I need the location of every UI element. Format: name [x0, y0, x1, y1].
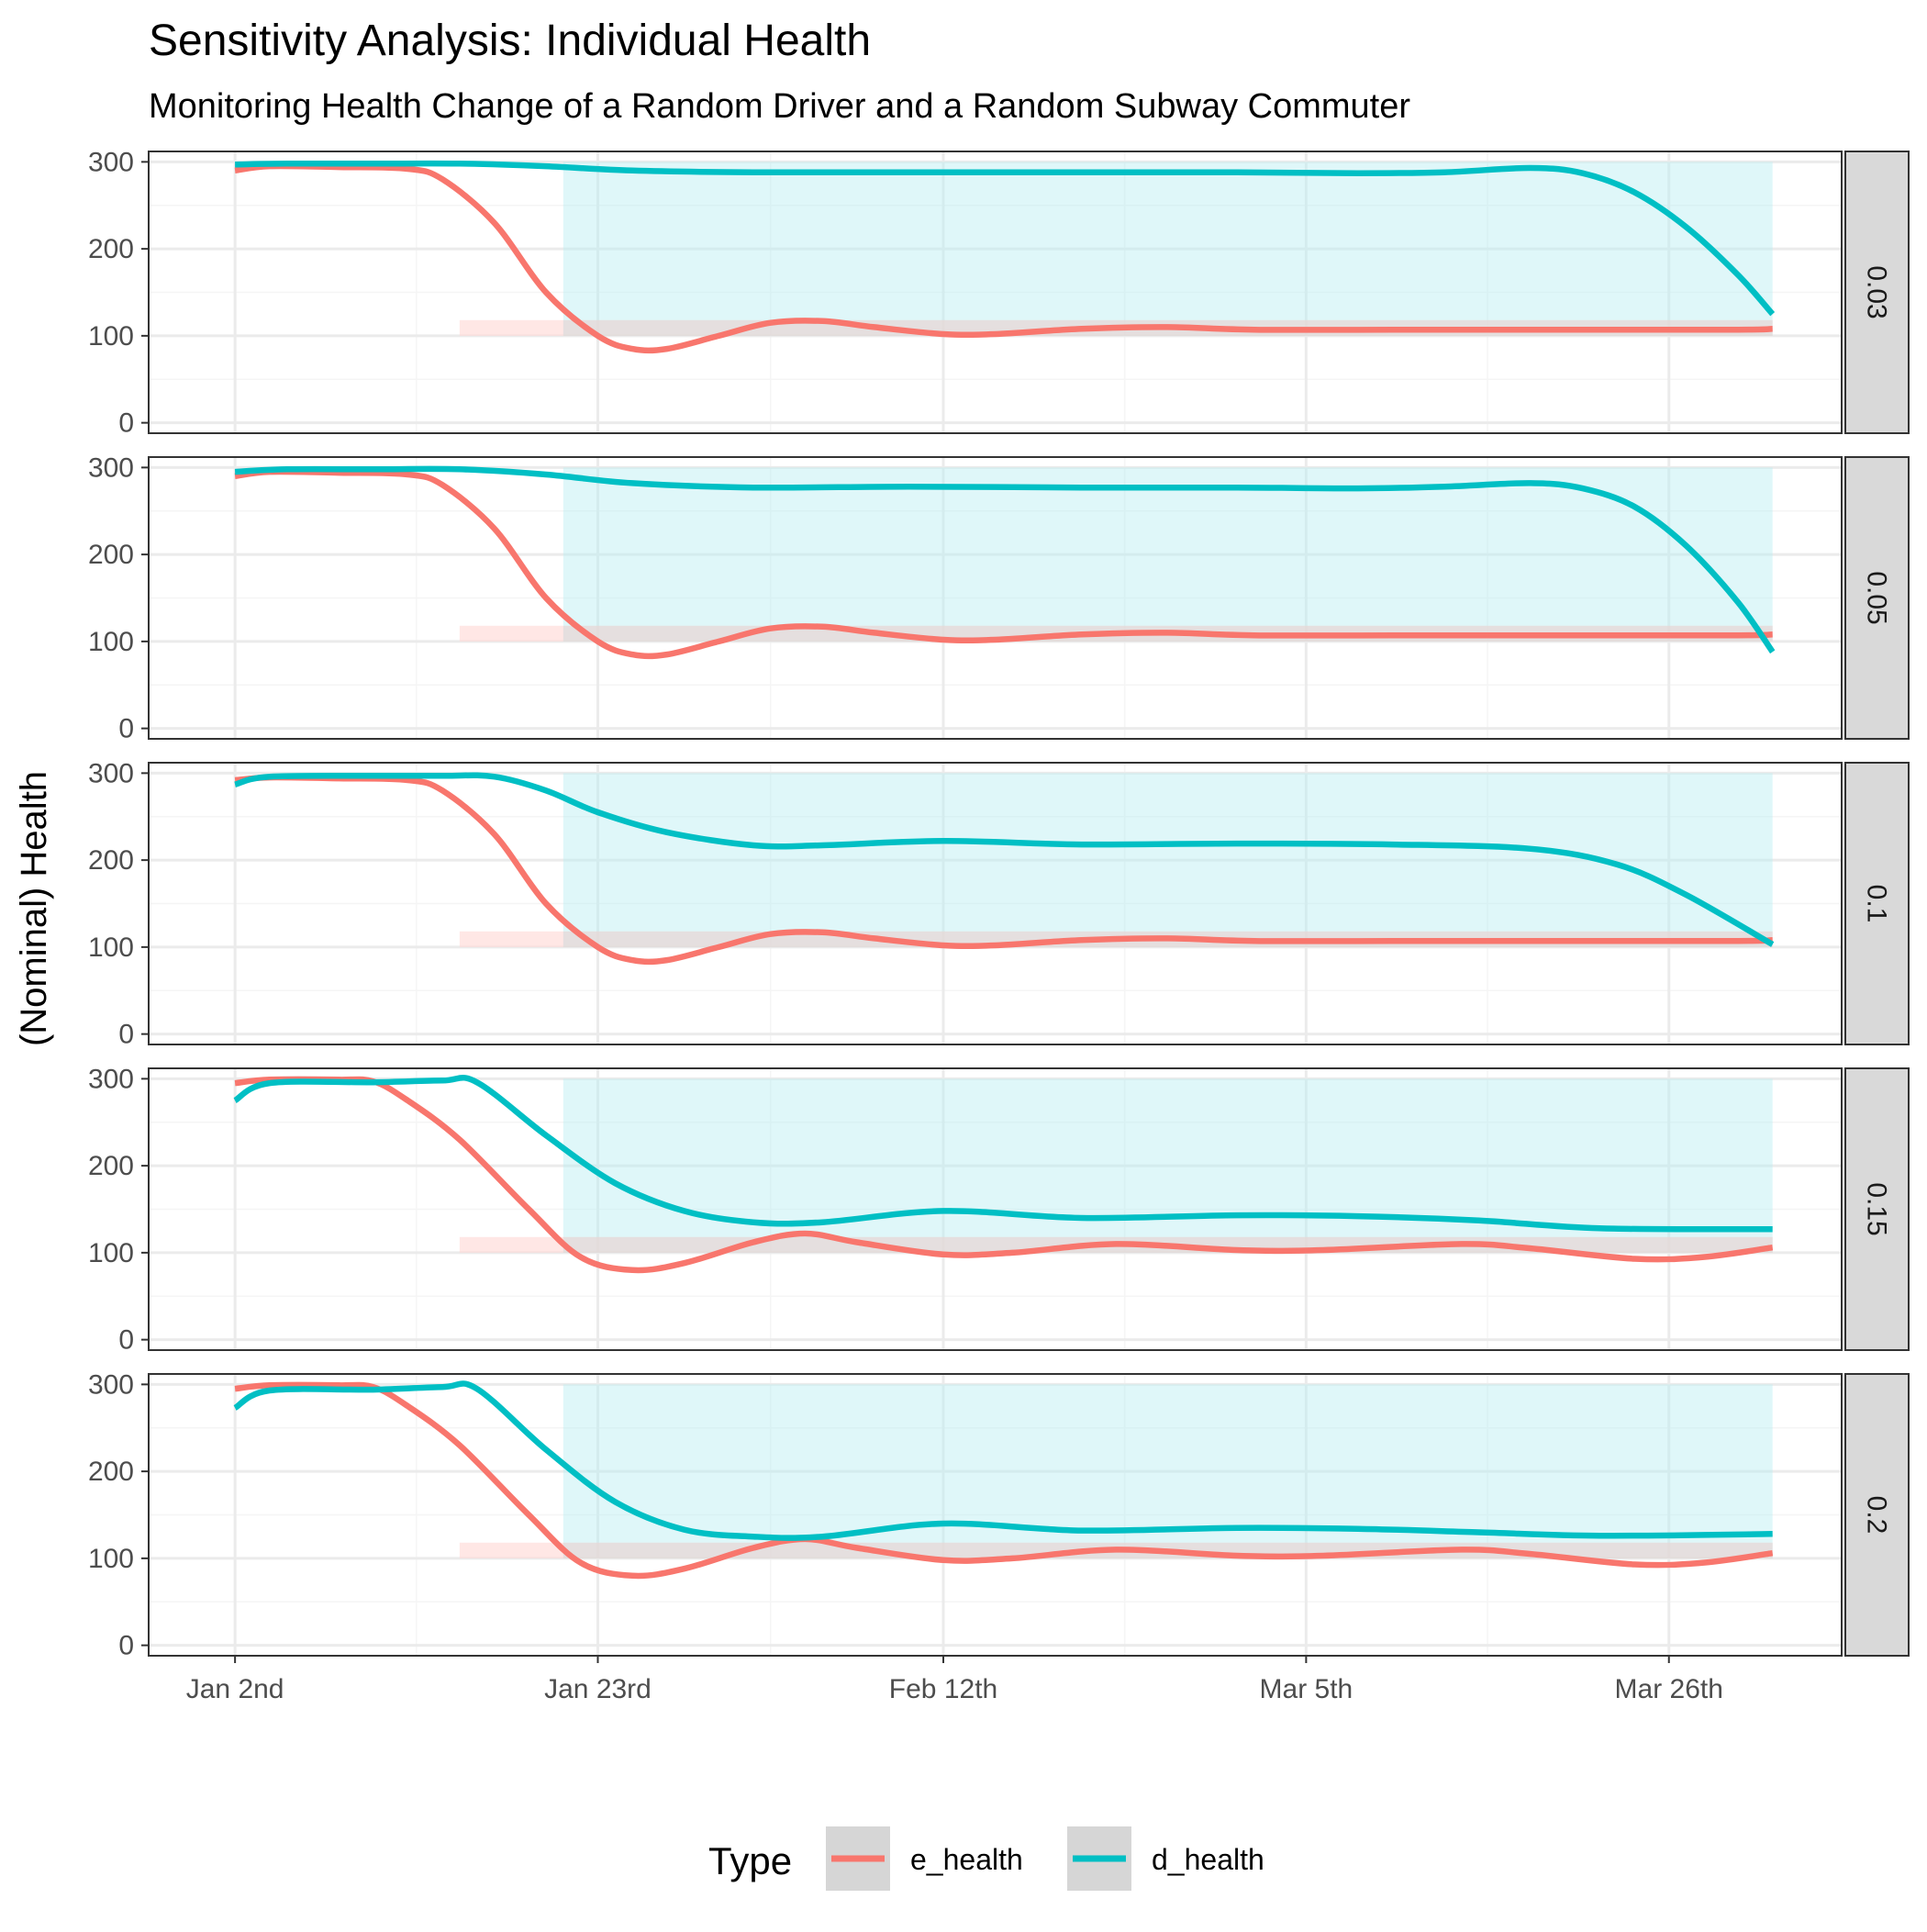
facet-panel-0-05: 0 100 200 300 0.05 [88, 452, 1910, 744]
facet-panel-0-15: 0 100 200 300 0.15 [88, 1064, 1910, 1356]
facet-strip-label: 0.05 [1862, 571, 1892, 624]
y-tick-label: 300 [88, 758, 134, 788]
legend: Type e_health d_health [708, 1826, 1264, 1891]
facet-strip [1844, 1373, 1910, 1657]
series-line-d-health [234, 465, 1776, 654]
y-tick-label: 200 [88, 540, 134, 570]
series-line-e-health [234, 1381, 1774, 1580]
x-tick-label: Jan 2nd [186, 1674, 284, 1704]
facet-panel-0-03: 0 100 200 300 0.03 [88, 147, 1910, 439]
facet-panel-0-1: 0 100 200 300 0.1 [88, 758, 1910, 1050]
y-tick-label: 100 [88, 932, 134, 963]
x-tick-label: Feb 12th [889, 1674, 997, 1704]
d-health-raw-band [563, 162, 1773, 336]
x-tick-label: Mar 26th [1615, 1674, 1723, 1704]
y-tick-label: 0 [118, 408, 134, 439]
legend-title: Type [708, 1839, 792, 1882]
x-axis: Jan 2nd Jan 23rd Feb 12th Mar 5th Mar 26th [186, 1656, 1723, 1704]
x-tick-label: Mar 5th [1260, 1674, 1353, 1704]
panel-border [148, 151, 1843, 434]
series-line-d-health [233, 1074, 1773, 1233]
series-line-e-health [234, 162, 1773, 354]
facet-strip-label: 0.03 [1862, 265, 1892, 318]
y-tick-label: 0 [118, 1631, 134, 1661]
y-tick-label: 100 [88, 321, 134, 352]
y-tick-label: 200 [88, 1457, 134, 1487]
panel-border [148, 1373, 1843, 1657]
series-line-e-health [234, 1076, 1774, 1274]
d-health-raw-band [563, 773, 1773, 947]
y-tick-label: 0 [118, 1325, 134, 1356]
facet-strip-label: 0.15 [1862, 1182, 1892, 1235]
y-tick-label: 100 [88, 627, 134, 657]
y-axis-title: (Nominal) Health [14, 771, 54, 1046]
chart-subtitle: Monitoring Health Change of a Random Dri… [149, 87, 1410, 126]
facet-strip [1844, 762, 1910, 1045]
y-tick-label: 300 [88, 1369, 134, 1400]
series-line-d-health [233, 1380, 1773, 1541]
panel-border [148, 762, 1843, 1045]
y-tick-label: 200 [88, 1151, 134, 1181]
y-tick-label: 300 [88, 147, 134, 177]
facet-strip [1844, 151, 1910, 434]
chart-title: Sensitivity Analysis: Individual Health [149, 17, 871, 65]
series-line-e-health [234, 468, 1773, 660]
facet-panels: 0 100 200 300 0.03 0 100 200 300 0.05 0 100 200 300 0.… [88, 147, 1910, 1661]
series-line-d-health [234, 772, 1775, 947]
y-tick-label: 100 [88, 1544, 134, 1574]
y-tick-label: 200 [88, 234, 134, 264]
x-tick-label: Jan 23rd [544, 1674, 652, 1704]
y-tick-label: 100 [88, 1238, 134, 1268]
legend-label-d-health: d_health [1152, 1843, 1264, 1876]
y-tick-label: 300 [88, 1064, 134, 1094]
panel-border [148, 456, 1843, 740]
d-health-raw-band [563, 467, 1773, 642]
y-tick-label: 0 [118, 714, 134, 744]
facet-strip-label: 0.1 [1862, 885, 1892, 923]
y-tick-label: 0 [118, 1020, 134, 1050]
y-tick-label: 200 [88, 845, 134, 876]
y-tick-label: 300 [88, 452, 134, 483]
series-line-d-health [235, 160, 1776, 317]
facet-panel-0-2: 0 100 200 300 0.2 [88, 1369, 1910, 1661]
panel-border [148, 1067, 1843, 1351]
facet-strip-label: 0.2 [1862, 1496, 1892, 1535]
facet-strip [1844, 1067, 1910, 1351]
series-line-e-health [234, 774, 1773, 966]
legend-label-e-health: e_health [910, 1843, 1023, 1876]
facet-strip [1844, 456, 1910, 740]
